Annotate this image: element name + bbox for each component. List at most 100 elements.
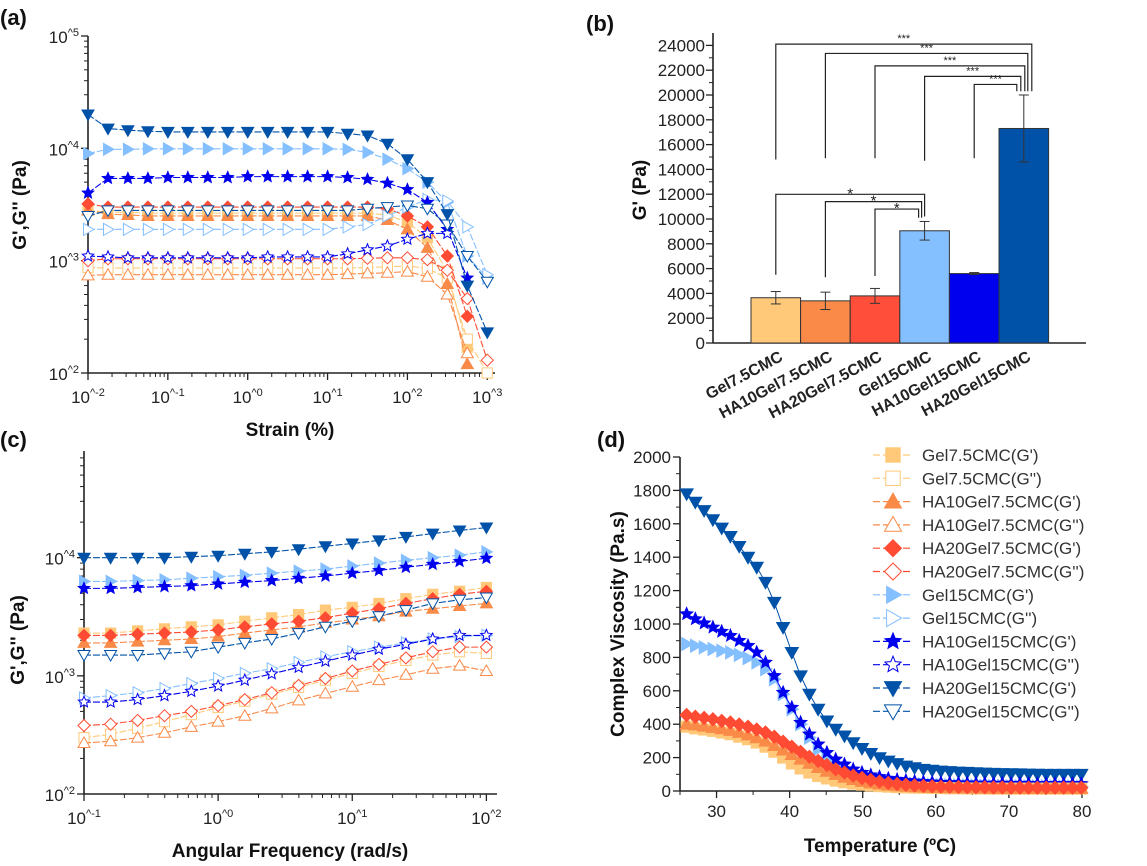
data-point [687, 717, 703, 731]
data-point [291, 570, 306, 585]
series-line [84, 551, 487, 582]
data-point [320, 169, 335, 183]
x-tick-label: 10^2 [392, 387, 422, 407]
data-point [690, 638, 703, 654]
significance-label: *** [966, 65, 980, 77]
data-point [200, 267, 215, 280]
data-point [460, 357, 475, 370]
x-tick-label: 10^1 [312, 387, 342, 407]
x-tick-label: 10^0 [203, 808, 233, 828]
series-HA20Gel7.5CMC(G') [679, 707, 1089, 795]
legend-entry: Gel15CMC(G'') [873, 608, 1037, 628]
legend-marker-triangle-down-icon [883, 704, 903, 721]
data-point [679, 716, 694, 730]
data-point [260, 126, 275, 139]
x-tick-label: 10^-1 [151, 387, 185, 407]
legend-label: Gel7.5CMC(G') [922, 446, 1039, 465]
y-tick-label: 10^5 [49, 27, 79, 47]
data-point [828, 723, 844, 737]
x-tick-label: 10^-1 [67, 808, 101, 828]
significance-bracket [874, 65, 1026, 159]
legend-label: HA20Gel7.5CMC(G'') [922, 563, 1084, 582]
data-point [184, 646, 199, 659]
data-point [749, 561, 765, 575]
data-point [360, 203, 375, 216]
data-point [696, 710, 712, 726]
data-point [103, 581, 118, 595]
data-point [452, 554, 467, 568]
data-point [280, 169, 295, 183]
series-Gel7.5CMC(G') [82, 204, 473, 353]
data-point [372, 535, 386, 548]
series-Gel15CMC(G') [83, 141, 495, 285]
data-point [320, 205, 335, 218]
data-point [180, 126, 195, 139]
data-point [688, 709, 703, 724]
data-point [260, 249, 275, 263]
data-point [122, 142, 135, 157]
legend-label: HA10Gel15CMC(G') [922, 632, 1076, 651]
chart-a-strain-sweep: 10^-2 10^-1 10^0 10^1 10^2 10^3 10^2 10^3 10^4 10… [49, 27, 503, 407]
data-point [340, 267, 355, 280]
data-point [130, 713, 145, 728]
data-point [211, 642, 225, 655]
data-point [372, 673, 386, 686]
data-point [400, 154, 415, 167]
data-point [264, 617, 279, 631]
significance-bracket [824, 201, 923, 278]
data-point [220, 170, 235, 184]
data-point [881, 775, 896, 791]
data-point [371, 563, 386, 577]
y-tick-label: 22000 [658, 61, 705, 80]
data-point [479, 663, 494, 676]
data-point [767, 729, 782, 744]
y-tick-label: 10^4 [49, 139, 79, 159]
data-point [775, 622, 791, 635]
y-tick-label: 12000 [658, 185, 705, 204]
data-point [200, 170, 215, 184]
data-point [698, 640, 712, 655]
data-point [402, 161, 415, 176]
bar-HA20Gel15CMC [998, 127, 1050, 344]
data-point [320, 267, 335, 280]
series-line [84, 590, 487, 636]
data-point [302, 141, 315, 156]
legend-entry: HA10Gel7.5CMC(G') [873, 492, 1081, 512]
data-point [182, 141, 195, 156]
data-point [1030, 768, 1045, 782]
data-point [380, 202, 395, 215]
series-line [84, 526, 487, 559]
y-tick-label: 200 [643, 749, 671, 768]
data-point [1038, 768, 1054, 782]
data-point [318, 686, 333, 699]
data-point [872, 774, 887, 789]
data-point [83, 146, 96, 161]
series-HA20Gel15CMC(G'') [77, 592, 494, 663]
significance-bracket [775, 43, 1033, 160]
data-point [442, 194, 455, 208]
series-line [87, 265, 488, 374]
data-point [184, 578, 199, 592]
y-tick-label: 10^4 [45, 549, 75, 569]
legend-label: Gel7.5CMC(G'') [922, 469, 1042, 488]
series-HA10Gel15CMC(G'') [81, 226, 455, 264]
data-point [300, 126, 315, 139]
significance-label: *** [943, 55, 957, 67]
data-point [731, 541, 747, 554]
x-tick-label: 10^2 [471, 808, 501, 828]
data-point [161, 205, 175, 218]
series-HA20Gel7.5CMC(G') [81, 197, 475, 324]
y-tick-label: 2000 [633, 448, 671, 467]
series-line [84, 602, 487, 644]
series-line [83, 646, 487, 727]
data-point [345, 679, 360, 692]
data-point [440, 249, 455, 263]
series-line [83, 651, 487, 739]
data-point [380, 251, 395, 265]
data-point [302, 222, 315, 237]
data-point [262, 222, 275, 237]
data-point [793, 744, 808, 760]
data-point [420, 226, 435, 240]
significance-bracket [824, 52, 1029, 159]
legend-entry: Gel7.5CMC(G') [873, 446, 1039, 465]
